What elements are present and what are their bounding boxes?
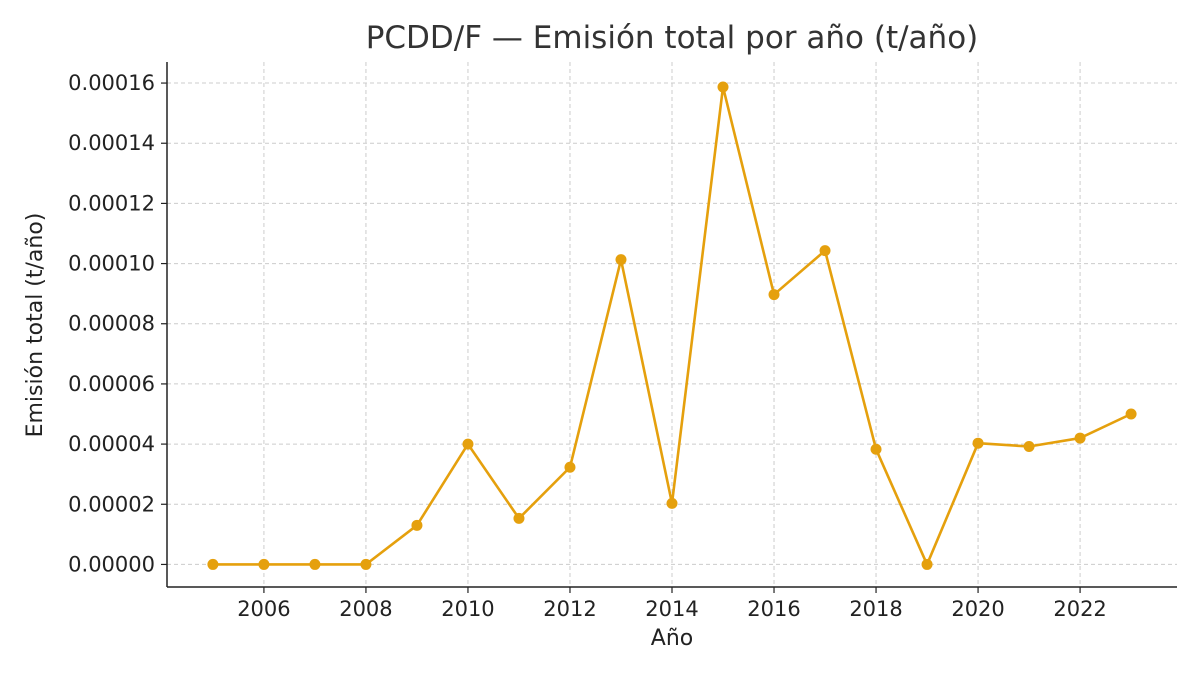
- data-point: [360, 558, 372, 570]
- x-axis-label: Año: [651, 626, 693, 651]
- y-tick-label: 0.00000: [68, 552, 155, 576]
- data-point: [411, 519, 423, 531]
- x-tick-label: 2010: [441, 597, 494, 621]
- data-point: [564, 461, 576, 473]
- y-axis-label: Emisión total (t/año): [23, 213, 48, 438]
- x-tick-label: 2018: [849, 597, 902, 621]
- data-point: [768, 289, 780, 301]
- x-tick-label: 2016: [747, 597, 800, 621]
- data-point: [1074, 432, 1086, 444]
- data-point: [309, 558, 321, 570]
- x-tick-label: 2008: [339, 597, 392, 621]
- data-point: [462, 438, 474, 450]
- x-tick-label: 2014: [645, 597, 698, 621]
- x-tick-label: 2006: [237, 597, 290, 621]
- x-tick-label: 2012: [543, 597, 596, 621]
- data-point: [819, 245, 831, 257]
- data-point: [615, 254, 627, 266]
- data-point: [513, 512, 525, 524]
- y-tick-label: 0.00004: [68, 432, 155, 456]
- y-tick-label: 0.00006: [68, 372, 155, 396]
- series-line: [212, 85, 1132, 566]
- data-point: [921, 558, 933, 570]
- data-point: [1125, 408, 1137, 420]
- y-tick-label: 0.00008: [68, 312, 155, 336]
- data-point: [717, 81, 729, 93]
- data-point: [1023, 440, 1035, 452]
- data-point: [666, 497, 678, 509]
- x-tick-label: 2020: [951, 597, 1004, 621]
- data-point: [972, 437, 984, 449]
- y-tick-label: 0.00002: [68, 492, 155, 516]
- chart-title: PCDD/F — Emisión total por año (t/año): [366, 20, 979, 56]
- data-point: [258, 558, 270, 570]
- y-tick-label: 0.00012: [68, 191, 155, 215]
- y-tick-label: 0.00016: [68, 71, 155, 95]
- series-layer: [207, 81, 1137, 570]
- y-tick-label: 0.00010: [68, 252, 155, 276]
- data-point: [207, 558, 219, 570]
- y-tick-label: 0.00014: [68, 131, 155, 155]
- axes-layer: 2006 2008 2010 2012 2014 2016 2018 2020 2022 0.00…: [68, 62, 1177, 621]
- grid-layer: [167, 62, 1177, 587]
- x-tick-label: 2022: [1053, 597, 1106, 621]
- data-point: [870, 443, 882, 455]
